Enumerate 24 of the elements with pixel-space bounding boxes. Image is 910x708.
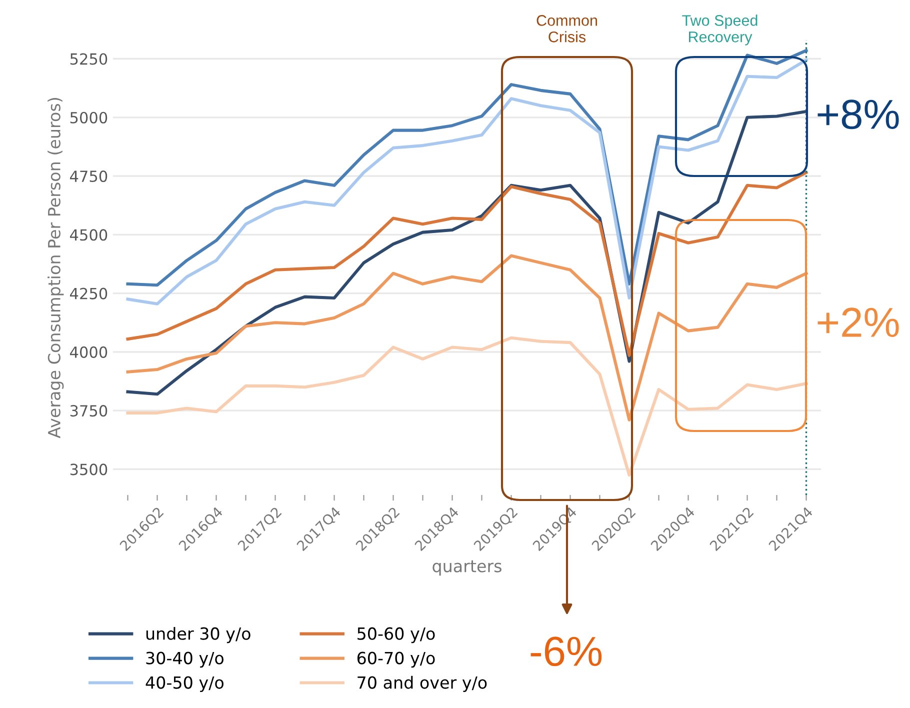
y-tick-label: 4500 xyxy=(70,229,108,241)
legend-label: 70 and over y/o xyxy=(358,676,487,692)
y-tick-label: 5250 xyxy=(70,53,108,65)
annotation: Two Speed Recovery xyxy=(682,14,758,46)
y-tick-label: 5000 xyxy=(70,112,108,124)
legend-label: 30-40 y/o xyxy=(146,652,224,668)
legend-label: 40-50 y/o xyxy=(146,676,224,692)
line-series xyxy=(126,254,808,422)
legend-label: 50-60 y/o xyxy=(358,627,435,644)
line-series xyxy=(126,170,808,357)
legend-label: under 30 y/o xyxy=(146,627,250,644)
line-series xyxy=(126,336,808,477)
y-tick-label: 3500 xyxy=(70,464,108,476)
legend-label: 60-70 y/o xyxy=(357,652,435,668)
y-tick-label: 4000 xyxy=(70,346,108,358)
annotation: +2% xyxy=(818,308,899,338)
y-tick-label: 4750 xyxy=(70,170,108,182)
text: -6% xyxy=(530,636,602,666)
y-axis-title: Average Consumption Per Person (euros) xyxy=(48,98,64,438)
annotation: Common Crisis xyxy=(536,15,597,42)
x-axis-title: quarters xyxy=(432,560,502,576)
y-tick-label: 3750 xyxy=(70,405,108,417)
annotation: +8% xyxy=(818,100,899,130)
y-tick-label: 4250 xyxy=(70,288,108,300)
